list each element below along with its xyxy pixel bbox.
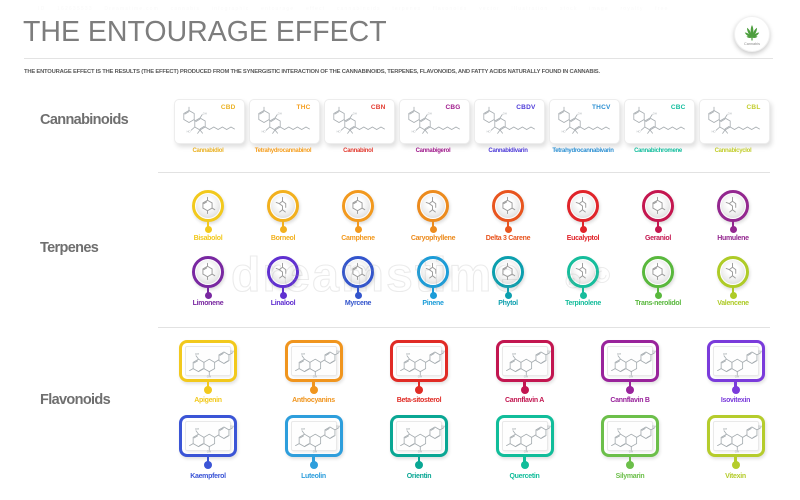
svg-text:OH: OH xyxy=(195,427,199,431)
svg-text:OH: OH xyxy=(629,375,633,378)
svg-text:OH: OH xyxy=(722,352,726,356)
svg-text:OH: OH xyxy=(277,111,281,115)
svg-text:OH: OH xyxy=(312,375,316,378)
svg-text:OH: OH xyxy=(727,111,731,115)
svg-text:OH: OH xyxy=(652,349,656,353)
svg-text:OH: OH xyxy=(335,349,339,353)
svg-text:OH: OH xyxy=(441,424,445,428)
svg-text:OH: OH xyxy=(502,111,506,115)
svg-text:HO: HO xyxy=(486,130,490,134)
svg-text:OH: OH xyxy=(312,450,316,453)
svg-text:OH: OH xyxy=(652,424,656,428)
svg-text:R: R xyxy=(569,277,576,287)
svg-text:OH: OH xyxy=(722,427,726,431)
svg-text:OH: OH xyxy=(427,111,431,115)
svg-text:OH: OH xyxy=(202,111,206,115)
svg-text:OH: OH xyxy=(577,111,581,115)
svg-text:HO: HO xyxy=(711,130,715,134)
svg-text:OH: OH xyxy=(207,375,211,378)
svg-text:OH: OH xyxy=(523,450,527,453)
svg-text:HO: HO xyxy=(636,130,640,134)
svg-text:OH: OH xyxy=(757,424,761,428)
svg-text:HO: HO xyxy=(411,130,415,134)
svg-text:OH: OH xyxy=(652,111,656,115)
svg-text:OH: OH xyxy=(734,450,738,453)
svg-text:OH: OH xyxy=(734,375,738,378)
svg-text:OH: OH xyxy=(523,375,527,378)
svg-text:OH: OH xyxy=(300,427,304,431)
svg-text:OH: OH xyxy=(335,424,339,428)
svg-text:HO: HO xyxy=(336,130,340,134)
svg-text:HO: HO xyxy=(186,130,190,134)
svg-text:OH: OH xyxy=(207,450,211,453)
svg-text:OH: OH xyxy=(546,424,550,428)
svg-text:HO: HO xyxy=(261,130,265,134)
svg-text:OH: OH xyxy=(418,450,422,453)
svg-text:OH: OH xyxy=(441,349,445,353)
svg-text:OH: OH xyxy=(418,375,422,378)
svg-text:OH: OH xyxy=(546,349,550,353)
svg-text:OH: OH xyxy=(511,427,515,431)
svg-text:OH: OH xyxy=(617,427,621,431)
svg-text:OH: OH xyxy=(617,352,621,356)
svg-text:OH: OH xyxy=(511,352,515,356)
svg-text:OH: OH xyxy=(757,349,761,353)
svg-text:OH: OH xyxy=(300,352,304,356)
svg-text:OH: OH xyxy=(230,424,234,428)
svg-text:HO: HO xyxy=(561,130,565,134)
svg-text:OH: OH xyxy=(629,450,633,453)
svg-text:dreamstime: dreamstime xyxy=(231,249,522,302)
svg-text:OH: OH xyxy=(406,427,410,431)
svg-text:OH: OH xyxy=(352,111,356,115)
svg-text:OH: OH xyxy=(230,349,234,353)
svg-text:OH: OH xyxy=(406,352,410,356)
svg-text:OH: OH xyxy=(195,352,199,356)
